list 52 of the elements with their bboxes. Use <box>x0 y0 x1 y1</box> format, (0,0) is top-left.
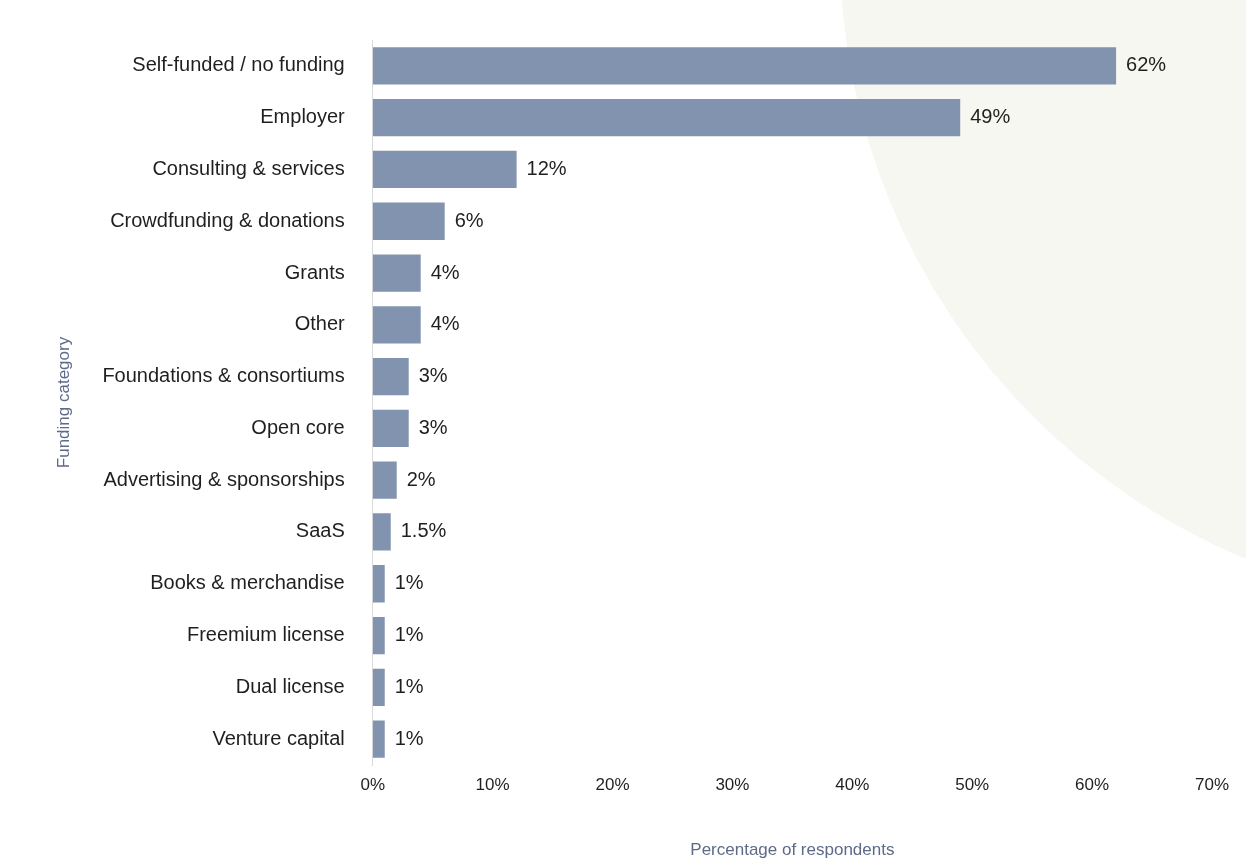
data-label: 4% <box>430 260 460 283</box>
y-tick-label: Dual license <box>235 674 345 697</box>
data-label: 1% <box>394 674 424 697</box>
data-label: 1% <box>394 571 424 594</box>
bar <box>372 254 421 292</box>
y-tick-label: SaaS <box>295 519 345 542</box>
data-label: 1% <box>394 623 424 646</box>
bar <box>372 150 517 189</box>
x-tick-label: 10% <box>475 774 510 794</box>
y-tick-label: Foundations & consortiums <box>102 364 345 387</box>
data-label: 62% <box>1126 53 1167 76</box>
bar <box>372 47 1117 85</box>
y-tick-label: Consulting & services <box>152 156 345 179</box>
data-label: 49% <box>970 105 1011 128</box>
bar <box>372 720 385 758</box>
bar <box>372 616 385 655</box>
x-tick-label: 0% <box>360 774 386 794</box>
x-tick-label: 70% <box>1194 774 1230 794</box>
data-label: 3% <box>418 415 448 438</box>
y-tick-label: Self-funded / no funding <box>132 53 345 76</box>
y-tick-label: Open core <box>251 415 345 438</box>
y-tick-label: Venture capital <box>212 726 345 749</box>
x-axis-title: Percentage of respondents <box>690 840 895 860</box>
y-axis-title: Funding category <box>53 336 73 469</box>
bar <box>372 565 385 603</box>
y-tick-label: Other <box>294 312 346 335</box>
y-tick-label: Advertising & sponsorships <box>103 467 345 490</box>
y-tick-label: Books & merchandise <box>150 571 345 594</box>
data-label: 12% <box>526 156 567 179</box>
bar <box>372 357 409 396</box>
y-tick-label: Crowdfunding & donations <box>110 208 345 231</box>
bar <box>372 202 445 240</box>
bar <box>372 409 409 448</box>
bar <box>372 461 397 499</box>
x-tick-label: 30% <box>715 774 750 794</box>
data-label: 3% <box>418 364 448 387</box>
data-label: 4% <box>430 312 460 335</box>
data-label: 6% <box>454 208 484 231</box>
x-tick-label: 40% <box>835 774 870 794</box>
x-tick-label: 20% <box>595 774 630 794</box>
data-label: 2% <box>406 467 436 490</box>
bar <box>372 99 961 137</box>
bar <box>372 668 385 706</box>
data-label: 1% <box>394 726 424 749</box>
bar <box>372 513 391 551</box>
x-tick-label: 60% <box>1075 774 1110 794</box>
y-tick-label: Freemium license <box>186 623 345 646</box>
y-tick-label: Employer <box>260 105 346 128</box>
bar <box>372 306 421 344</box>
data-label: 1.5% <box>400 519 447 542</box>
y-tick-label: Grants <box>284 260 345 283</box>
x-tick-label: 50% <box>955 774 990 794</box>
